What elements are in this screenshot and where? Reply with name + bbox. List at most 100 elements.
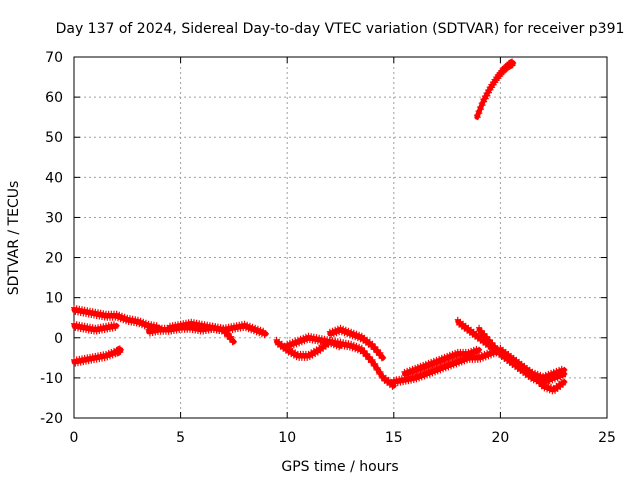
data-point	[456, 360, 463, 367]
data-point	[434, 368, 441, 375]
data-point	[534, 374, 541, 381]
y-tick-label: 70	[45, 50, 63, 66]
data-point	[294, 336, 301, 343]
data-point	[142, 319, 149, 326]
data-point	[117, 346, 124, 353]
data-point	[556, 366, 563, 373]
data-point	[356, 343, 363, 350]
data-point	[426, 363, 433, 370]
data-point	[300, 334, 307, 341]
data-point	[242, 325, 249, 332]
data-point	[374, 346, 381, 353]
series-track-5	[166, 318, 237, 346]
data-point	[412, 364, 419, 371]
data-point	[136, 321, 143, 328]
data-point	[253, 329, 260, 336]
data-point	[436, 355, 443, 362]
data-point	[446, 359, 453, 366]
data-point	[482, 354, 489, 361]
data-point	[476, 324, 483, 331]
data-point	[369, 340, 376, 347]
data-point	[550, 368, 557, 375]
data-point	[461, 358, 468, 365]
data-point	[558, 365, 565, 372]
data-point	[369, 356, 376, 363]
x-tick-label: 20	[491, 430, 509, 446]
data-point	[537, 371, 544, 378]
data-point	[377, 349, 384, 356]
data-point	[352, 334, 359, 341]
data-point	[256, 330, 263, 337]
data-point	[476, 346, 483, 353]
data-point	[545, 370, 552, 377]
data-point	[353, 330, 360, 337]
data-point	[340, 325, 347, 332]
data-point	[476, 110, 483, 117]
data-point	[298, 339, 305, 346]
data-point	[445, 364, 452, 371]
data-point	[422, 360, 429, 367]
data-point	[341, 330, 348, 337]
y-axis-ticks: -20 -10 0 10 20 30 40 50 60 70	[40, 50, 607, 427]
data-point	[230, 338, 237, 345]
series-track-2	[71, 320, 120, 335]
data-point	[114, 315, 121, 322]
data-point	[354, 335, 361, 342]
data-point	[350, 329, 357, 336]
data-point	[257, 326, 264, 333]
data-point	[252, 324, 259, 331]
data-point	[446, 351, 453, 358]
data-point	[444, 360, 451, 367]
data-point	[444, 352, 451, 359]
data-point	[450, 354, 457, 361]
chart-title: Day 137 of 2024, Sidereal Day-to-day VTE…	[56, 21, 625, 37]
data-point	[424, 364, 431, 371]
data-point	[457, 355, 464, 362]
data-point	[541, 385, 548, 392]
data-point	[434, 360, 441, 367]
series-track-8	[326, 324, 387, 362]
data-point	[245, 326, 252, 333]
data-point	[548, 369, 555, 376]
data-point	[345, 327, 352, 334]
data-point	[414, 363, 421, 370]
data-point	[557, 370, 564, 377]
data-point	[428, 358, 435, 365]
series-track-9	[390, 345, 504, 387]
data-point	[449, 350, 456, 357]
data-point	[113, 310, 120, 317]
data-point	[470, 346, 477, 353]
data-point	[366, 353, 373, 360]
data-point	[478, 327, 485, 334]
data-point	[302, 333, 309, 340]
y-tick-label: 40	[45, 170, 63, 186]
data-point	[416, 367, 423, 374]
data-point	[122, 318, 129, 325]
data-point	[425, 359, 432, 366]
data-point	[417, 362, 424, 369]
data-point	[489, 339, 496, 346]
x-tick-label: 15	[385, 430, 403, 446]
data-point	[105, 349, 112, 356]
data-point	[141, 323, 148, 330]
data-point	[296, 340, 303, 347]
data-point	[134, 316, 141, 323]
data-point	[220, 324, 227, 331]
data-point	[437, 367, 444, 374]
series-track-14	[473, 58, 517, 121]
data-point	[540, 372, 547, 379]
data-point	[285, 344, 292, 351]
data-point	[485, 353, 492, 360]
data-point	[349, 333, 356, 340]
data-point	[422, 368, 429, 375]
data-point	[138, 322, 145, 329]
data-point	[413, 368, 420, 375]
data-point	[440, 358, 447, 365]
data-point	[116, 311, 123, 318]
data-point	[222, 327, 229, 334]
data-point	[542, 381, 549, 388]
data-point	[337, 324, 344, 331]
data-point	[293, 341, 300, 348]
data-point	[453, 361, 460, 368]
data-point	[546, 387, 553, 394]
